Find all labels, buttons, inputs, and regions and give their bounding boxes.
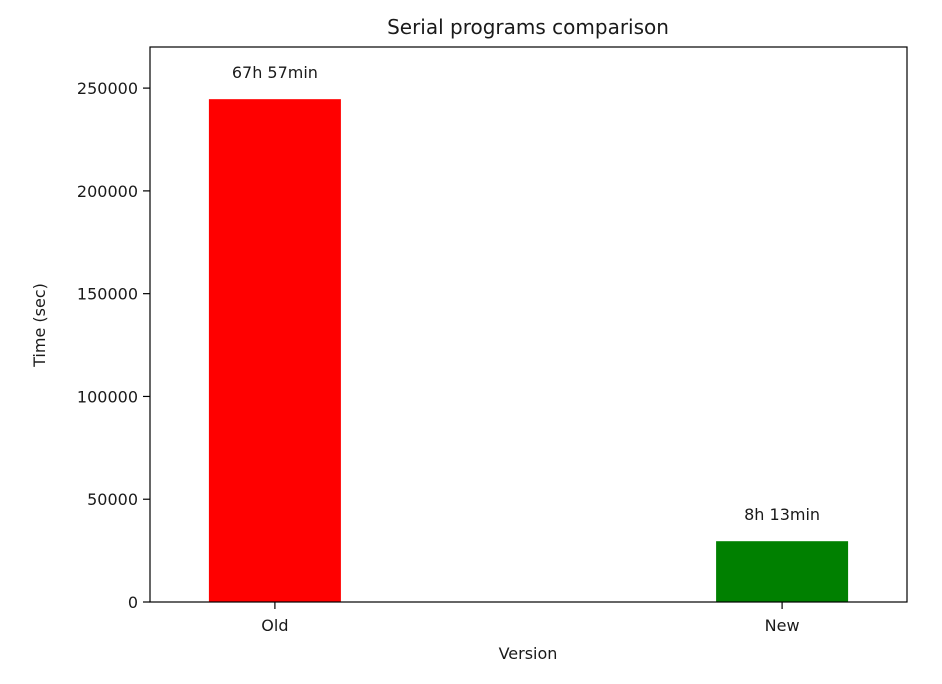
y-axis-ticks: 0 50000 100000 150000 200000 250000: [77, 79, 150, 612]
x-tick-label: New: [765, 616, 800, 635]
bars-group: [208, 99, 849, 603]
bar-data-label: 67h 57min: [232, 63, 318, 82]
bar-old: [208, 99, 341, 603]
x-axis-ticks: Old New: [261, 602, 800, 635]
y-axis-label: Time (sec): [30, 283, 49, 368]
x-axis-label: Version: [499, 644, 558, 663]
bar-new: [716, 541, 849, 602]
y-tick-label: 200000: [77, 182, 138, 201]
y-tick-label: 0: [128, 593, 138, 612]
y-tick-label: 50000: [87, 490, 138, 509]
y-tick-label: 250000: [77, 79, 138, 98]
y-tick-label: 150000: [77, 285, 138, 304]
bar-value-labels: 67h 57min 8h 13min: [232, 63, 820, 524]
bar-data-label: 8h 13min: [744, 505, 820, 524]
y-tick-label: 100000: [77, 387, 138, 406]
x-tick-label: Old: [261, 616, 288, 635]
plot-area-frame: [149, 46, 908, 603]
chart-title: Serial programs comparison: [387, 15, 669, 39]
